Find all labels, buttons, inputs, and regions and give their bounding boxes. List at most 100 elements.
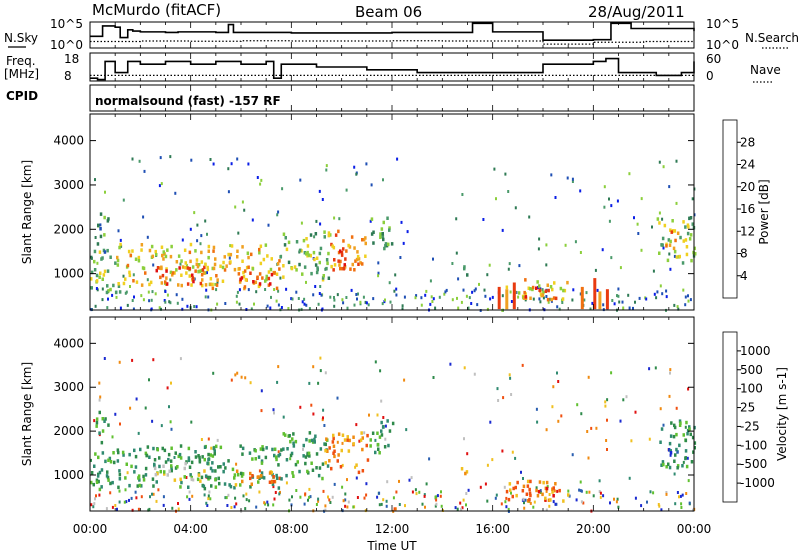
echo-pixel: [396, 157, 399, 161]
freq-line-0: [90, 57, 695, 81]
echo-blob-2: [195, 258, 199, 262]
echo-blob-7: [366, 433, 369, 438]
echo-blob-6: [289, 453, 293, 458]
echo-pixel: [247, 288, 250, 292]
echo-pixel: [370, 183, 373, 187]
echo-blob-5: [241, 479, 244, 484]
echo-blob-10: [463, 265, 466, 269]
echo-pixel: [170, 381, 172, 385]
echo-pixel: [558, 307, 561, 311]
echo-blob-2: [177, 454, 180, 459]
echo-blob-0: [109, 460, 113, 464]
echo-pixel: [150, 307, 153, 311]
echo-pixel: [144, 406, 147, 410]
echo-blob-0: [95, 273, 99, 278]
echo-pixel: [132, 273, 135, 277]
echo-blob-7: [359, 261, 362, 265]
echo-blob-6: [283, 243, 287, 247]
echo-blob-10: [512, 486, 515, 491]
echo-pixel: [101, 287, 104, 291]
echo-blob-3: [176, 465, 179, 469]
power-colorbar-tick-label: 28: [740, 135, 755, 149]
echo-pixel: [143, 169, 146, 173]
velocity-colorbar-tick-label: -500: [740, 457, 767, 471]
echo-blob-6: [306, 469, 309, 474]
echo-blob-2: [211, 461, 214, 465]
echo-blob-13: [679, 235, 682, 240]
echo-pixel: [193, 277, 196, 281]
echo-pixel: [456, 507, 459, 511]
echo-pixel: [148, 507, 151, 511]
echo-pixel: [384, 424, 387, 428]
echo-pixel: [236, 290, 239, 294]
echo-pixel: [429, 279, 432, 283]
echo-blob-9: [372, 241, 375, 245]
echo-blob-11: [517, 291, 521, 295]
echo-pixel: [669, 267, 672, 271]
echo-blob-4: [217, 465, 220, 469]
echo-pixel: [116, 507, 118, 511]
echo-blob-10: [514, 485, 517, 490]
echo-blob-4: [215, 283, 219, 287]
echo-blob-2: [160, 281, 164, 285]
echo-pixel: [289, 457, 292, 461]
echo-blob-4: [276, 262, 280, 266]
nsky-tick-top: 10^5: [50, 17, 83, 31]
echo-pixel: [486, 307, 489, 311]
velocity-colorbar-tick-label: 500: [740, 363, 763, 377]
echo-blob-6: [282, 432, 285, 436]
echo-blob-0: [112, 283, 115, 288]
echo-blob-2: [190, 460, 194, 465]
echo-pixel: [158, 184, 161, 188]
echo-pixel: [556, 371, 558, 375]
echo-pixel: [93, 502, 96, 506]
echo-blob-3: [199, 479, 202, 483]
echo-blob-10: [551, 487, 554, 491]
echo-blob-2: [188, 465, 192, 469]
echo-blob-8: [337, 259, 340, 263]
echo-blob-12: [659, 440, 662, 444]
colorbar-frame: [722, 331, 738, 503]
echo-blob-12: [670, 421, 673, 425]
echo-blob-11: [539, 292, 543, 297]
echo-pixel: [548, 493, 551, 496]
echo-pixel: [497, 399, 500, 402]
echo-blob-13: [658, 251, 661, 255]
echo-blob-12: [678, 443, 681, 448]
echo-blob-6: [318, 251, 322, 256]
echo-pixel: [686, 456, 689, 460]
echo-pixel: [376, 413, 379, 417]
echo-pixel: [393, 289, 396, 293]
echo-blob-12: [691, 435, 695, 440]
freq-tick-top: 18: [64, 52, 79, 66]
echo-blob-0: [100, 485, 103, 489]
echo-blob-2: [187, 485, 190, 489]
echo-blob-10: [535, 488, 538, 493]
echo-blob-7: [361, 469, 365, 473]
echo-blob-10: [511, 494, 514, 499]
echo-blob-7: [347, 243, 350, 248]
echo-blob-2: [201, 283, 204, 288]
echo-blob-4: [239, 483, 242, 487]
echo-pixel: [404, 504, 406, 508]
echo-blob-7: [366, 458, 370, 462]
echo-pixel: [199, 242, 202, 246]
echo-pixel: [125, 500, 128, 504]
echo-blob-5: [237, 272, 241, 276]
y-tick-label: 2000: [53, 424, 84, 438]
echo-blob-1: [95, 417, 99, 421]
echo-blob-2: [128, 273, 132, 278]
echo-blob-2: [203, 457, 206, 462]
power-colorbar-tick-label: 20: [740, 180, 755, 194]
echo-blob-6: [310, 271, 313, 276]
echo-pixel: [181, 307, 184, 311]
echo-pixel: [474, 287, 477, 291]
echo-blob-2: [137, 476, 140, 480]
echo-blob-2: [125, 462, 128, 466]
echo-pixel: [579, 251, 582, 254]
echo-blob-10: [562, 499, 565, 503]
echo-pixel: [382, 178, 384, 182]
echo-pixel: [314, 285, 317, 288]
echo-blob-5: [267, 276, 271, 281]
